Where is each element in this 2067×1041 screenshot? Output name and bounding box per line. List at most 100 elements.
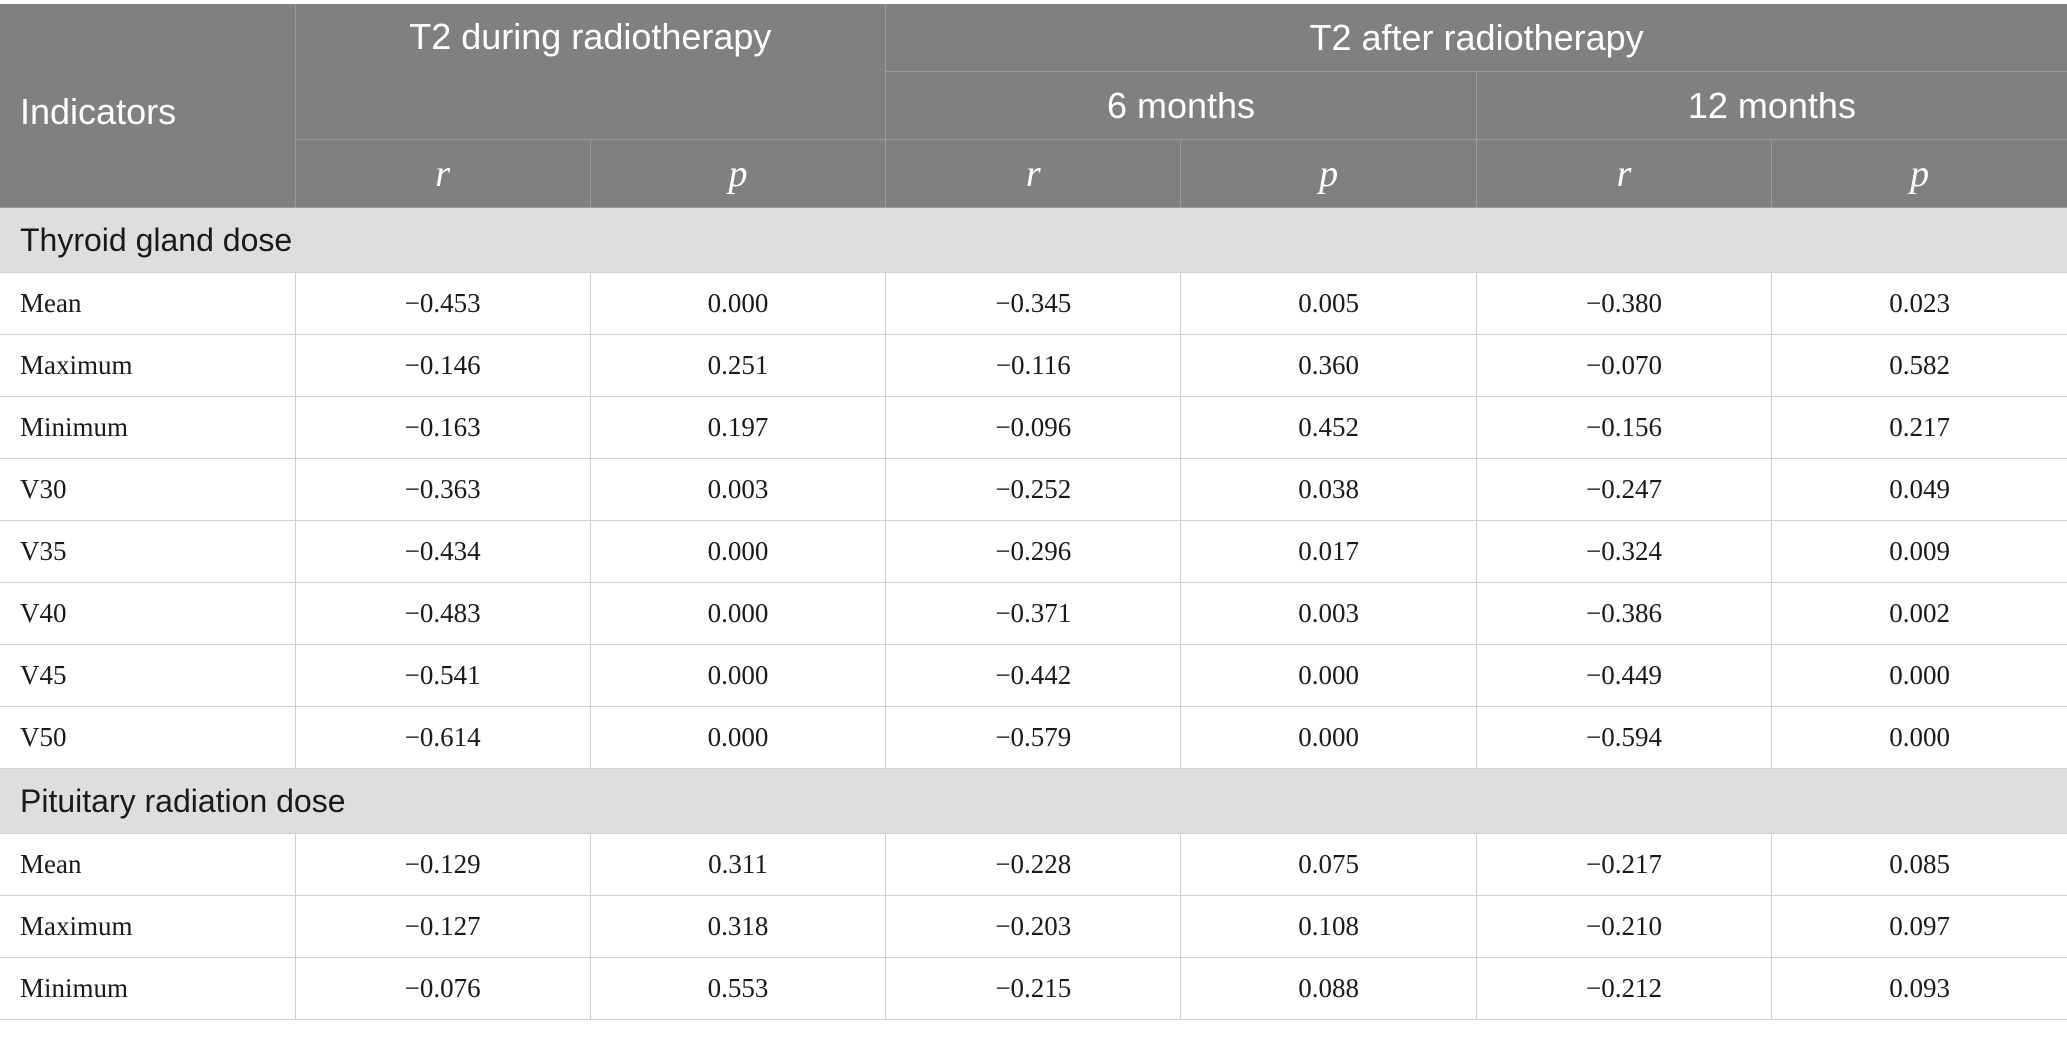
r-value-cell: −0.156: [1475, 396, 1773, 459]
p-value-cell: 0.000: [589, 520, 887, 583]
r-value-cell: −0.228: [885, 833, 1182, 896]
p-value-cell: 0.097: [1771, 895, 2067, 958]
r-value-cell: −0.247: [1475, 458, 1773, 521]
table-header: Indicators T2 during radiotherapy T2 aft…: [0, 4, 2067, 208]
table-body: Thyroid gland dose Mean −0.453 0.000 −0.345 0…: [0, 207, 2067, 1020]
header-indicators: Indicators: [0, 4, 295, 208]
r-value-cell: −0.096: [885, 396, 1182, 459]
r-value-cell: −0.483: [294, 582, 591, 645]
p-value-cell: 0.023: [1771, 272, 2067, 335]
row-label: Mean: [0, 833, 296, 896]
table-row: Mean −0.129 0.311 −0.228 0.075 −0.217 0.085: [0, 833, 2067, 896]
p-value-cell: 0.318: [589, 895, 887, 958]
row-label: Mean: [0, 272, 296, 335]
r-value-cell: −0.127: [294, 895, 591, 958]
r-value-cell: −0.434: [294, 520, 591, 583]
r-value-cell: −0.371: [885, 582, 1182, 645]
r-value-cell: −0.129: [294, 833, 591, 896]
p-value-cell: 0.005: [1180, 272, 1477, 335]
table-row: V50 −0.614 0.000 −0.579 0.000 −0.594 0.000: [0, 706, 2067, 769]
r-value-cell: −0.594: [1475, 706, 1773, 769]
p-value-cell: 0.000: [589, 706, 887, 769]
r-value-cell: −0.442: [885, 644, 1182, 707]
r-value-cell: −0.614: [294, 706, 591, 769]
table-row: V30 −0.363 0.003 −0.252 0.038 −0.247 0.049: [0, 458, 2067, 521]
r-value-cell: −0.146: [294, 334, 591, 397]
row-label: Minimum: [0, 396, 296, 459]
r-value-cell: −0.252: [885, 458, 1182, 521]
p-value-cell: 0.000: [1771, 644, 2067, 707]
section-row: Thyroid gland dose: [0, 207, 2067, 273]
p-value-cell: 0.452: [1180, 396, 1477, 459]
p-value-cell: 0.197: [589, 396, 887, 459]
row-label: V45: [0, 644, 296, 707]
table-row: Mean −0.453 0.000 −0.345 0.005 −0.380 0.023: [0, 272, 2067, 335]
p-value-cell: 0.017: [1180, 520, 1477, 583]
p-value-cell: 0.251: [589, 334, 887, 397]
r-value-cell: −0.076: [294, 957, 591, 1020]
r-value-cell: −0.203: [885, 895, 1182, 958]
p-value-cell: 0.360: [1180, 334, 1477, 397]
p-value-cell: 0.217: [1771, 396, 2067, 459]
p-value-cell: 0.000: [589, 582, 887, 645]
row-label: Maximum: [0, 334, 296, 397]
correlation-table: Indicators T2 during radiotherapy T2 aft…: [0, 4, 2067, 1020]
r-value-cell: −0.296: [885, 520, 1182, 583]
r-value-cell: −0.070: [1475, 334, 1773, 397]
r-value-cell: −0.363: [294, 458, 591, 521]
p-value-cell: 0.003: [1180, 582, 1477, 645]
r-value-cell: −0.380: [1475, 272, 1773, 335]
header-6-months: 6 months: [885, 71, 1477, 140]
table-row: Minimum −0.163 0.197 −0.096 0.452 −0.156 0.217: [0, 396, 2067, 459]
header-r: r: [1475, 139, 1772, 208]
r-value-cell: −0.345: [885, 272, 1182, 335]
r-value-cell: −0.449: [1475, 644, 1773, 707]
p-value-cell: 0.088: [1180, 957, 1477, 1020]
r-value-cell: −0.541: [294, 644, 591, 707]
r-value-cell: −0.116: [885, 334, 1182, 397]
r-value-cell: −0.386: [1475, 582, 1773, 645]
header-p: p: [1180, 139, 1477, 208]
p-value-cell: 0.038: [1180, 458, 1477, 521]
p-value-cell: 0.311: [589, 833, 887, 896]
r-value-cell: −0.212: [1475, 957, 1773, 1020]
table-row: Minimum −0.076 0.553 −0.215 0.088 −0.212 0.093: [0, 957, 2067, 1020]
p-value-cell: 0.085: [1771, 833, 2067, 896]
table-row: V35 −0.434 0.000 −0.296 0.017 −0.324 0.009: [0, 520, 2067, 583]
p-value-cell: 0.000: [1771, 706, 2067, 769]
table-row: Maximum −0.146 0.251 −0.116 0.360 −0.070 0.582: [0, 334, 2067, 397]
p-value-cell: 0.000: [589, 272, 887, 335]
row-label: Maximum: [0, 895, 296, 958]
row-label: V50: [0, 706, 296, 769]
p-value-cell: 0.009: [1771, 520, 2067, 583]
p-value-cell: 0.000: [589, 644, 887, 707]
row-label: V40: [0, 582, 296, 645]
p-value-cell: 0.075: [1180, 833, 1477, 896]
table-row: V45 −0.541 0.000 −0.442 0.000 −0.449 0.000: [0, 644, 2067, 707]
r-value-cell: −0.217: [1475, 833, 1773, 896]
header-12-months: 12 months: [1475, 71, 2067, 140]
r-value-cell: −0.453: [294, 272, 591, 335]
p-value-cell: 0.003: [589, 458, 887, 521]
r-value-cell: −0.215: [885, 957, 1182, 1020]
p-value-cell: 0.553: [589, 957, 887, 1020]
table-row: Maximum −0.127 0.318 −0.203 0.108 −0.210 0.097: [0, 895, 2067, 958]
p-value-cell: 0.000: [1180, 706, 1477, 769]
p-value-cell: 0.049: [1771, 458, 2067, 521]
r-value-cell: −0.579: [885, 706, 1182, 769]
section-title: Thyroid gland dose: [0, 207, 2067, 273]
header-r: r: [294, 139, 591, 208]
p-value-cell: 0.108: [1180, 895, 1477, 958]
header-p: p: [589, 139, 886, 208]
row-label: Minimum: [0, 957, 296, 1020]
header-after-radiotherapy: T2 after radiotherapy: [885, 4, 2067, 72]
row-label: V30: [0, 458, 296, 521]
header-r: r: [885, 139, 1181, 208]
section-title: Pituitary radiation dose: [0, 768, 2067, 834]
section-row: Pituitary radiation dose: [0, 768, 2067, 834]
table-row: V40 −0.483 0.000 −0.371 0.003 −0.386 0.002: [0, 582, 2067, 645]
p-value-cell: 0.002: [1771, 582, 2067, 645]
header-during-radiotherapy: T2 during radiotherapy: [294, 4, 886, 140]
p-value-cell: 0.000: [1180, 644, 1477, 707]
p-value-cell: 0.093: [1771, 957, 2067, 1020]
